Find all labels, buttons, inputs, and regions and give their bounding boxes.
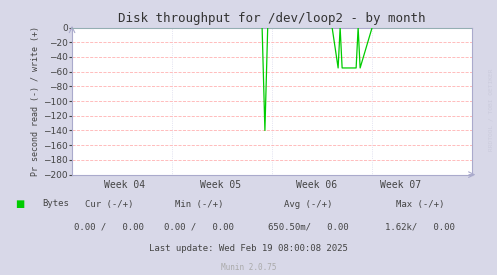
Text: Week 04: Week 04 (103, 180, 145, 190)
Text: Munin 2.0.75: Munin 2.0.75 (221, 263, 276, 272)
Text: ■: ■ (15, 199, 24, 208)
Y-axis label: Pr second read (-) / write (+): Pr second read (-) / write (+) (31, 26, 40, 176)
Text: Week 06: Week 06 (296, 180, 336, 190)
Text: Avg (-/+): Avg (-/+) (284, 200, 332, 209)
Text: Min (-/+): Min (-/+) (174, 200, 223, 209)
Text: 1.62k/   0.00: 1.62k/ 0.00 (385, 222, 455, 231)
Text: Cur (-/+): Cur (-/+) (85, 200, 134, 209)
Text: Week 07: Week 07 (380, 180, 420, 190)
Text: Last update: Wed Feb 19 08:00:08 2025: Last update: Wed Feb 19 08:00:08 2025 (149, 244, 348, 252)
Text: RRDTOOL / TOBI OETIKER: RRDTOOL / TOBI OETIKER (488, 69, 493, 151)
Text: 650.50m/   0.00: 650.50m/ 0.00 (268, 222, 348, 231)
Text: 0.00 /   0.00: 0.00 / 0.00 (164, 222, 234, 231)
Text: 0.00 /   0.00: 0.00 / 0.00 (75, 222, 144, 231)
Text: Bytes: Bytes (42, 199, 69, 208)
Text: Max (-/+): Max (-/+) (396, 200, 444, 209)
Text: Week 05: Week 05 (199, 180, 241, 190)
Title: Disk throughput for /dev/loop2 - by month: Disk throughput for /dev/loop2 - by mont… (118, 12, 426, 25)
